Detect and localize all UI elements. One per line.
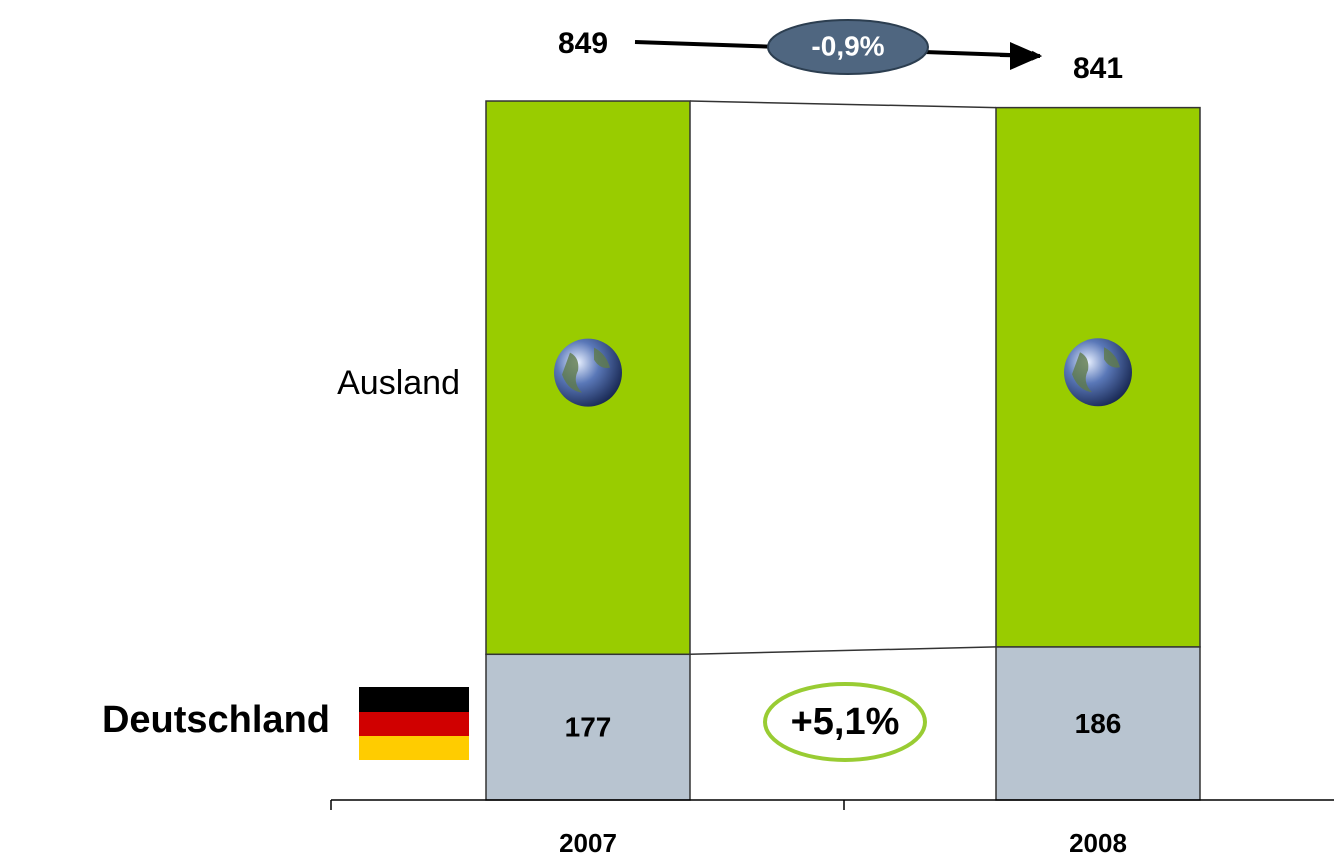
total-label: 841 [1073, 52, 1123, 85]
x-tick-label: 2008 [1069, 828, 1127, 858]
globe-icon [1064, 338, 1132, 407]
change-badge [767, 19, 929, 75]
data-label: 186 [1075, 708, 1122, 739]
growth-label: +5,1% [791, 701, 900, 743]
connector [689, 100, 997, 109]
plot: 177 2007 186 2008 [330, 100, 1334, 858]
arrow-head [1010, 42, 1042, 70]
globe-icon [554, 338, 622, 407]
flag [359, 687, 469, 760]
data-label: 177 [565, 712, 612, 743]
connector [689, 646, 997, 656]
bar-segment [485, 653, 691, 801]
change-label: -0,9% [811, 30, 884, 61]
total-label: 849 [558, 27, 608, 60]
series-label: Ausland [337, 364, 460, 402]
bar-segment [995, 646, 1201, 801]
land [1072, 347, 1120, 393]
land [562, 347, 610, 393]
growth-badge [763, 682, 927, 762]
series-label: Deutschland [102, 699, 330, 741]
x-tick-label: 2007 [559, 828, 617, 858]
